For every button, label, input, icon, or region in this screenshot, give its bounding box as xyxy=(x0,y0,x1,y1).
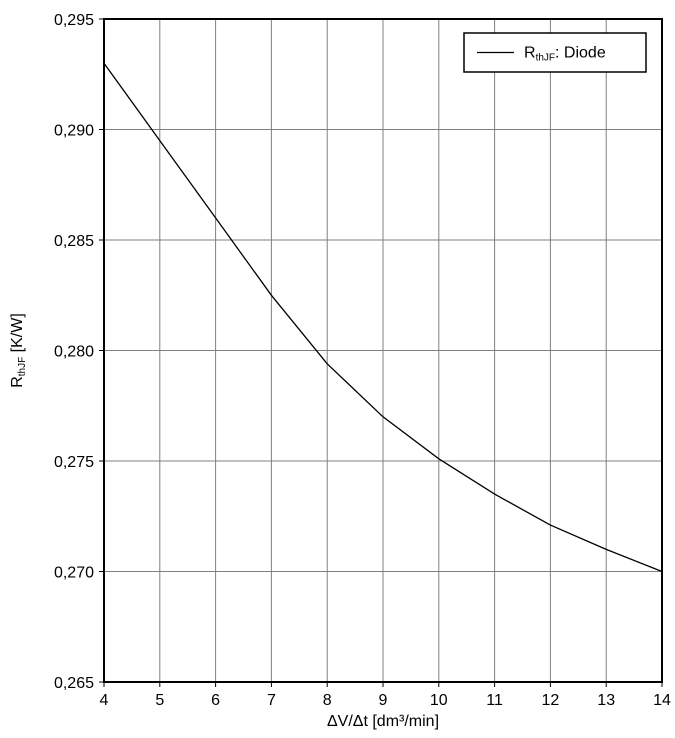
y-tick-label: 0,275 xyxy=(54,454,94,471)
y-tick-label: 0,280 xyxy=(54,344,94,361)
series-line-0 xyxy=(103,62,663,573)
x-tick-label: 9 xyxy=(379,692,388,709)
legend: RthJF: Diode xyxy=(463,32,647,73)
grid xyxy=(103,18,663,683)
x-tick-label: 14 xyxy=(653,692,671,709)
series-layer xyxy=(103,62,663,573)
x-tick-label: 6 xyxy=(211,692,220,709)
x-tick-label: 12 xyxy=(542,692,560,709)
x-tick-label: 5 xyxy=(155,692,164,709)
y-tick-label: 0,295 xyxy=(54,12,94,29)
x-tick-label: 7 xyxy=(267,692,276,709)
x-tick-label: 8 xyxy=(323,692,332,709)
y-axis-label: RthJF [K/W] xyxy=(9,313,28,388)
legend-label: RthJF: Diode xyxy=(524,45,606,64)
tick-labels: 4 5 6 7 8 9 10 11 12 13 14 0,265 0,270 0,275 0,280 0,28… xyxy=(54,12,671,709)
x-tick-label: 13 xyxy=(597,692,615,709)
x-axis-label: ΔV/Δt [dm³/min] xyxy=(327,713,439,730)
x-tick-label: 11 xyxy=(486,692,503,709)
y-tick-label: 0,270 xyxy=(54,565,94,582)
x-tick-label: 10 xyxy=(430,692,448,709)
y-tick-label: 0,265 xyxy=(54,675,94,692)
x-tick-label: 4 xyxy=(100,692,109,709)
y-tick-label: 0,290 xyxy=(54,123,94,140)
y-tick-label: 0,285 xyxy=(54,233,94,250)
